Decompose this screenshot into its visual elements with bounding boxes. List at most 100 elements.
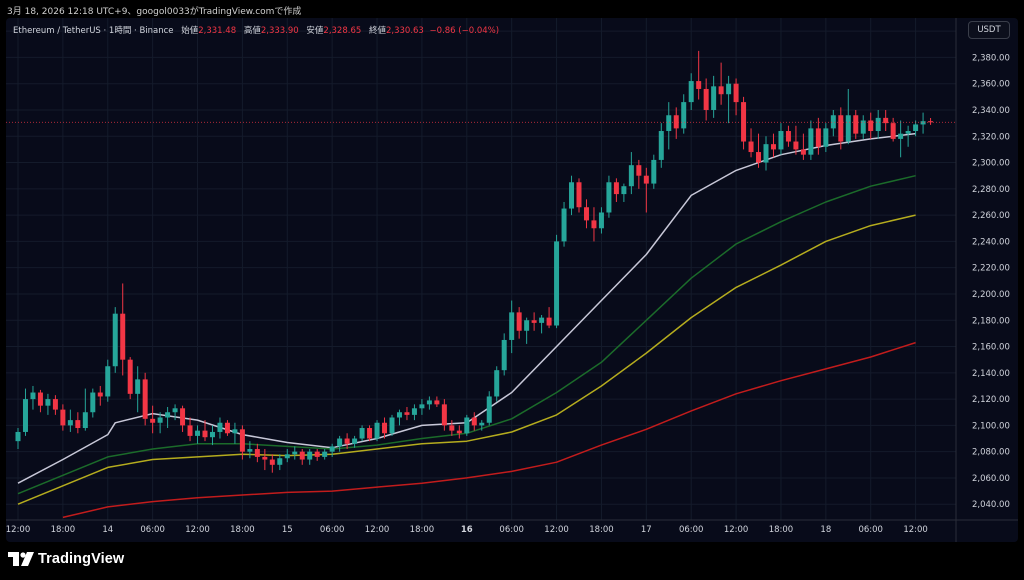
candle-body (67, 420, 73, 426)
candle-body (561, 208, 567, 242)
candle-body (322, 451, 328, 457)
price-tick-label: 2,060.00 (972, 474, 1010, 484)
price-tick-label: 2,180.00 (972, 316, 1010, 326)
candle-body (486, 396, 492, 423)
candle-body (651, 159, 657, 184)
candle (531, 312, 537, 331)
candle (703, 78, 709, 121)
candle-body (307, 451, 313, 460)
time-tick-label: 18:00 (410, 525, 435, 535)
candlestick-chart[interactable]: 2,330.63 2,040.00 2,060.00 2,080.00 2,100.0… (6, 18, 1018, 542)
price-tick-label: 2,140.00 (972, 369, 1010, 379)
candle (606, 175, 612, 218)
candle-body (165, 412, 171, 418)
price-tick-label: 2,380.00 (972, 53, 1010, 63)
candle-body (546, 317, 552, 326)
candle-body (217, 422, 223, 432)
candle-body (539, 317, 545, 323)
tradingview-logo-text: TradingView (38, 551, 125, 567)
candle-body (860, 120, 866, 134)
candle (322, 449, 328, 460)
candle (905, 125, 911, 147)
candle (135, 366, 141, 413)
candle (411, 404, 417, 421)
candle (785, 125, 791, 147)
candle (621, 183, 627, 202)
candle (277, 454, 283, 471)
candle (52, 395, 58, 415)
candle-body (60, 409, 66, 426)
candle (97, 385, 103, 406)
candle-body (741, 102, 747, 142)
time-tick-label: 06:00 (858, 525, 883, 535)
candles (15, 50, 934, 473)
candle-body (696, 81, 702, 89)
candle (60, 404, 66, 431)
candle-body (135, 379, 141, 394)
time-tick-label: 06:00 (679, 525, 704, 535)
candle-body (838, 115, 844, 142)
candle-body (658, 131, 664, 160)
open-label: 始値 (181, 26, 199, 36)
candle (838, 107, 844, 150)
tradingview-logo[interactable]: TradingView (8, 551, 124, 567)
candle (673, 107, 679, 139)
candle (875, 109, 881, 139)
candle (157, 412, 163, 434)
candle (711, 75, 717, 118)
close-label: 終値 (368, 26, 386, 36)
candle-body (195, 430, 201, 436)
candle (666, 102, 672, 150)
candle (22, 388, 28, 436)
candle-body (52, 399, 58, 410)
candle (434, 396, 440, 407)
candle (269, 454, 275, 473)
candle-body (127, 359, 133, 394)
candle (67, 409, 73, 432)
candle-body (845, 115, 851, 142)
candle (426, 396, 432, 410)
time-axis[interactable]: 12:00 18:00 14 06:00 12:00 18:00 15 06:00 12:00 1… (6, 519, 1018, 535)
price-axis[interactable]: 2,040.00 2,060.00 2,080.00 2,100.00 2,120.00… (955, 18, 1018, 542)
candle-body (172, 408, 178, 413)
candle (756, 133, 762, 168)
ma200-line (62, 341, 916, 519)
candle (494, 366, 500, 402)
candle-body (524, 320, 530, 331)
time-tick-label: 12:00 (903, 525, 928, 535)
chart-panel[interactable]: 2,330.63 2,040.00 2,060.00 2,080.00 2,100.0… (6, 18, 1018, 542)
price-tick-label: 2,360.00 (972, 80, 1010, 90)
ma100-line (17, 214, 916, 505)
candle (830, 109, 836, 137)
candle-body (142, 379, 148, 419)
candle (696, 50, 702, 100)
currency-button[interactable]: USDT (968, 21, 1010, 39)
candle (187, 417, 193, 442)
candle-body (613, 182, 619, 195)
candle (224, 420, 230, 436)
candle (382, 417, 388, 439)
candle (591, 207, 597, 242)
candle (793, 125, 799, 155)
candle (516, 307, 522, 339)
candle (800, 133, 806, 160)
candle-body (277, 458, 283, 465)
candle-body (337, 438, 343, 447)
candle-body (254, 449, 260, 457)
candle (576, 178, 582, 213)
candle (546, 307, 552, 329)
time-tick-label: 15 (282, 525, 293, 535)
candle-body (800, 149, 806, 155)
price-tick-label: 2,300.00 (972, 159, 1010, 169)
symbol-legend: Ethereum / TetherUS · 1時間 · Binance 始値2,… (13, 24, 499, 36)
candle-body (30, 392, 36, 400)
candle (359, 425, 365, 442)
candle-body (22, 399, 28, 432)
candle (195, 425, 201, 444)
candle-body (808, 128, 814, 155)
candle (778, 123, 784, 155)
candle-body (187, 425, 193, 436)
candle-body (344, 438, 350, 444)
candle (404, 406, 410, 421)
